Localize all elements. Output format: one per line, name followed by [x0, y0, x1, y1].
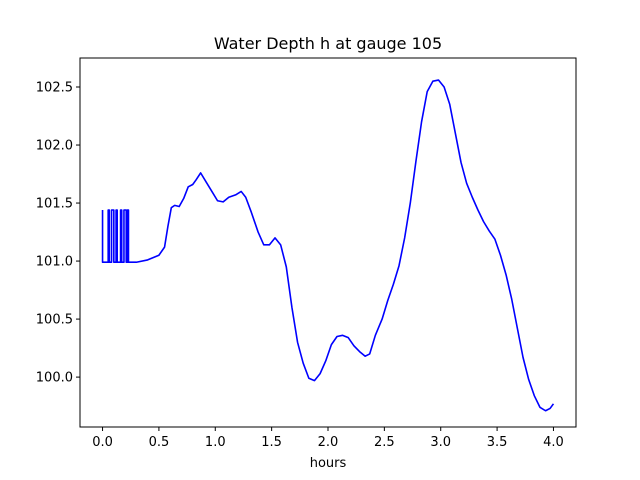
chart-title: Water Depth h at gauge 105 [214, 34, 442, 53]
y-tick-label: 102.0 [36, 139, 73, 154]
x-tick-label: 2.5 [374, 435, 395, 450]
y-tick-label: 100.5 [36, 313, 73, 328]
y-tick-label: 102.5 [36, 81, 73, 96]
x-tick-label: 1.5 [261, 435, 282, 450]
x-tick-label: 0.5 [149, 435, 170, 450]
x-tick-label: 4.0 [543, 435, 564, 450]
y-tick-label: 100.0 [36, 371, 73, 386]
x-tick-label: 1.0 [205, 435, 226, 450]
y-tick-label: 101.5 [36, 197, 73, 212]
plot-area-frame [79, 57, 577, 428]
y-axis-ticks: 100.0 100.5 101.0 101.5 102.0 102.5 [36, 81, 80, 386]
series-line [101, 79, 555, 412]
x-tick-label: 2.0 [318, 435, 339, 450]
x-tick-label: 3.5 [487, 435, 508, 450]
x-tick-label: 3.0 [430, 435, 451, 450]
x-axis-label: hours [310, 456, 347, 471]
series-layer [101, 79, 555, 412]
x-axis-ticks: 0.0 0.5 1.0 1.5 2.0 2.5 3.0 3.5 4.0 [92, 427, 564, 450]
y-tick-label: 101.0 [36, 255, 73, 270]
x-tick-label: 0.0 [92, 435, 113, 450]
